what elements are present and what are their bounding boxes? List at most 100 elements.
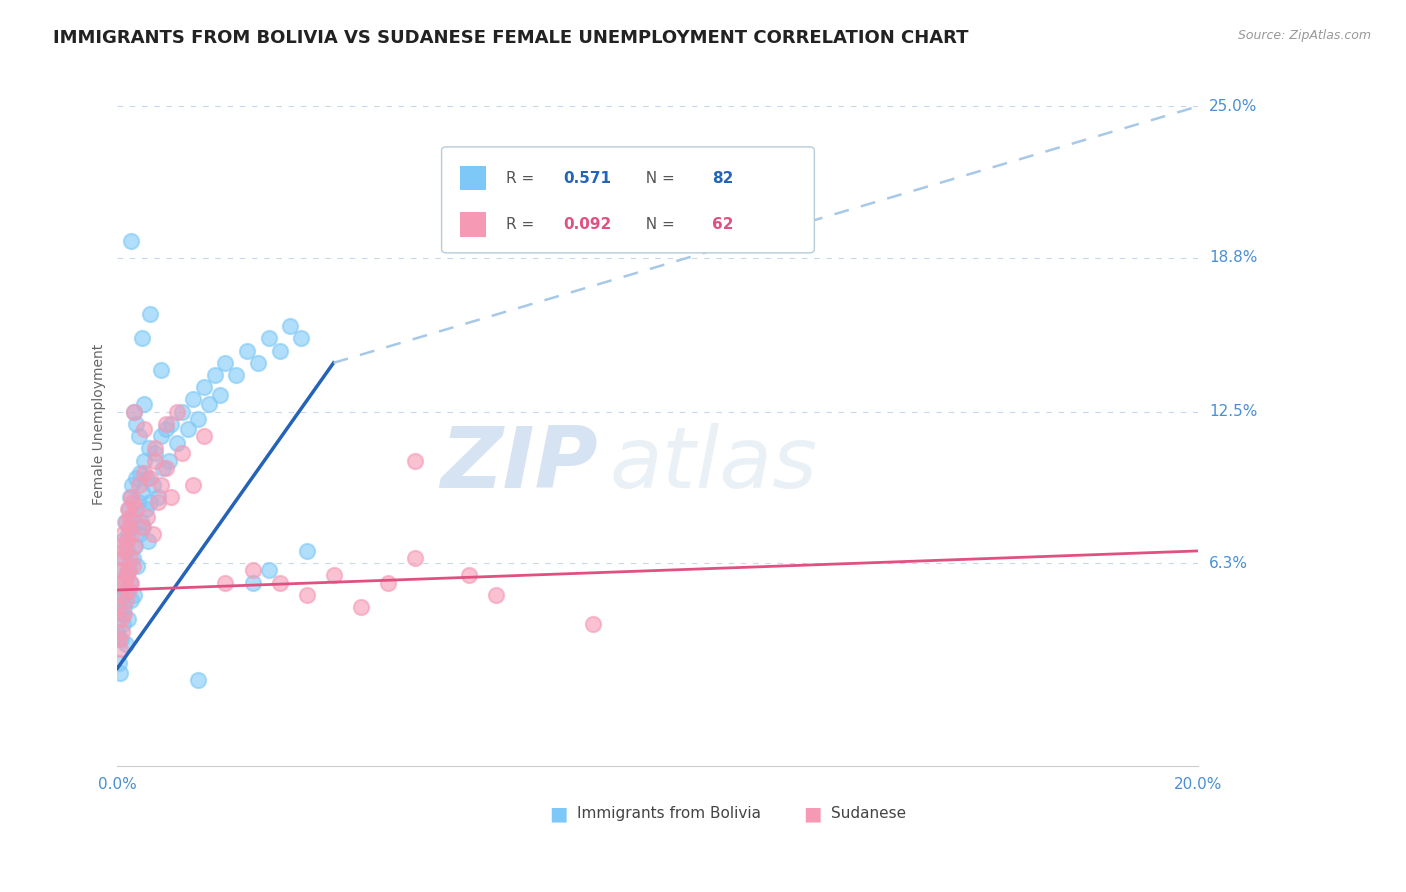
Point — [110, 539, 132, 553]
Text: 6.3%: 6.3% — [1209, 556, 1249, 571]
Point — [131, 519, 153, 533]
Point — [114, 575, 136, 590]
Point — [108, 575, 131, 590]
Point — [112, 607, 135, 622]
Point — [198, 397, 221, 411]
Text: ZIP: ZIP — [440, 424, 599, 507]
Point — [377, 575, 399, 590]
Text: 12.5%: 12.5% — [1209, 404, 1257, 419]
Point — [125, 470, 148, 484]
Point — [108, 564, 131, 578]
Text: 0.092: 0.092 — [564, 217, 612, 232]
Point — [111, 534, 134, 549]
Point — [176, 422, 198, 436]
Point — [166, 436, 188, 450]
Point — [172, 446, 194, 460]
Point — [269, 575, 291, 590]
Point — [142, 526, 165, 541]
FancyBboxPatch shape — [460, 166, 486, 190]
Point — [108, 575, 131, 590]
Point — [149, 429, 172, 443]
Text: ■: ■ — [804, 805, 823, 823]
Point — [114, 544, 136, 558]
Point — [349, 600, 371, 615]
Point — [143, 453, 166, 467]
Text: Source: ZipAtlas.com: Source: ZipAtlas.com — [1237, 29, 1371, 42]
Point — [120, 551, 142, 566]
Point — [124, 539, 146, 553]
Point — [114, 600, 136, 615]
Point — [139, 495, 162, 509]
Point — [118, 502, 141, 516]
Point — [107, 657, 129, 671]
Point — [160, 417, 183, 431]
Point — [142, 478, 165, 492]
Point — [121, 558, 143, 573]
Point — [122, 588, 145, 602]
Point — [120, 519, 142, 533]
Text: 25.0%: 25.0% — [1209, 99, 1257, 114]
Point — [146, 490, 169, 504]
Text: 62: 62 — [711, 217, 733, 232]
Point — [112, 526, 135, 541]
Point — [485, 588, 508, 602]
Point — [115, 637, 138, 651]
Point — [290, 331, 312, 345]
Point — [214, 575, 236, 590]
Point — [143, 446, 166, 460]
Point — [225, 368, 247, 382]
Point — [128, 429, 150, 443]
Point — [132, 519, 155, 533]
Point — [214, 356, 236, 370]
Point — [128, 526, 150, 541]
Point — [117, 502, 139, 516]
Point — [122, 539, 145, 553]
Text: R =: R = — [506, 217, 540, 232]
Point — [107, 632, 129, 646]
Point — [121, 526, 143, 541]
Point — [125, 417, 148, 431]
Point — [155, 422, 177, 436]
Point — [242, 564, 264, 578]
Point — [121, 478, 143, 492]
Point — [136, 509, 159, 524]
Point — [115, 568, 138, 582]
Text: R =: R = — [506, 170, 540, 186]
Point — [112, 551, 135, 566]
Point — [111, 588, 134, 602]
Point — [404, 453, 426, 467]
Point — [134, 422, 156, 436]
Point — [120, 490, 142, 504]
Point — [111, 588, 134, 602]
Point — [149, 363, 172, 377]
Text: Sudanese: Sudanese — [831, 806, 905, 822]
Point — [111, 624, 134, 639]
Point — [115, 544, 138, 558]
FancyBboxPatch shape — [460, 212, 486, 237]
Point — [131, 331, 153, 345]
Point — [139, 307, 162, 321]
Point — [118, 582, 141, 597]
Point — [114, 568, 136, 582]
Point — [118, 509, 141, 524]
Point — [236, 343, 259, 358]
Point — [114, 515, 136, 529]
Point — [112, 617, 135, 632]
Point — [110, 564, 132, 578]
Point — [129, 515, 152, 529]
Point — [115, 582, 138, 597]
Point — [193, 380, 215, 394]
Point — [457, 568, 479, 582]
Point — [117, 526, 139, 541]
Point — [204, 368, 226, 382]
Text: 82: 82 — [711, 170, 733, 186]
Point — [117, 564, 139, 578]
Point — [115, 592, 138, 607]
Text: ■: ■ — [550, 805, 568, 823]
Point — [121, 551, 143, 566]
Point — [121, 592, 143, 607]
Point — [127, 495, 149, 509]
Point — [322, 568, 344, 582]
Point — [152, 461, 174, 475]
Point — [193, 429, 215, 443]
